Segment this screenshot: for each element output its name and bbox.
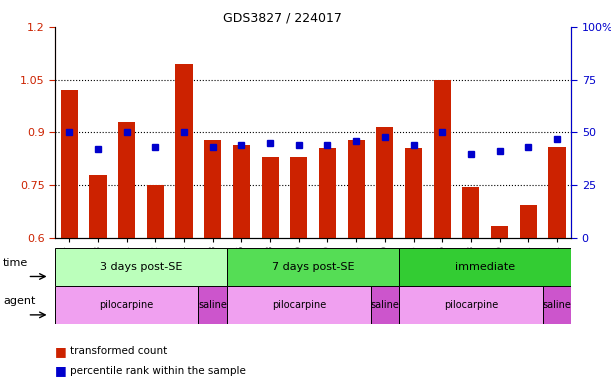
Bar <box>376 127 393 238</box>
Text: ■: ■ <box>55 364 67 377</box>
Text: 3 days post-SE: 3 days post-SE <box>100 262 182 272</box>
Text: transformed count: transformed count <box>70 346 167 356</box>
Bar <box>262 157 279 238</box>
Bar <box>319 148 336 238</box>
Bar <box>370 286 399 324</box>
Bar <box>60 90 78 238</box>
Bar <box>118 122 135 238</box>
Text: saline: saline <box>543 300 571 310</box>
Bar <box>463 187 480 238</box>
Text: immediate: immediate <box>455 262 515 272</box>
Bar <box>233 145 250 238</box>
Text: ■: ■ <box>55 345 67 358</box>
Bar <box>548 147 566 238</box>
Bar <box>89 175 107 238</box>
Bar <box>520 205 537 238</box>
Text: 7 days post-SE: 7 days post-SE <box>272 262 354 272</box>
Bar <box>147 185 164 238</box>
Text: pilocarpine: pilocarpine <box>444 300 498 310</box>
Bar <box>434 79 451 238</box>
Bar <box>199 286 227 324</box>
Bar <box>227 286 370 324</box>
Bar <box>543 286 571 324</box>
Text: time: time <box>3 258 28 268</box>
Bar <box>55 248 227 286</box>
Text: pilocarpine: pilocarpine <box>100 300 154 310</box>
Text: percentile rank within the sample: percentile rank within the sample <box>70 366 246 376</box>
Bar <box>175 64 192 238</box>
Bar <box>348 139 365 238</box>
Text: pilocarpine: pilocarpine <box>272 300 326 310</box>
Text: agent: agent <box>3 296 35 306</box>
Bar <box>290 157 307 238</box>
Bar <box>399 248 571 286</box>
Text: GDS3827 / 224017: GDS3827 / 224017 <box>223 12 342 25</box>
Bar <box>204 139 221 238</box>
Bar <box>55 286 199 324</box>
Bar <box>405 148 422 238</box>
Bar <box>399 286 543 324</box>
Bar <box>491 226 508 238</box>
Text: saline: saline <box>199 300 227 310</box>
Text: saline: saline <box>370 300 399 310</box>
Bar <box>227 248 399 286</box>
